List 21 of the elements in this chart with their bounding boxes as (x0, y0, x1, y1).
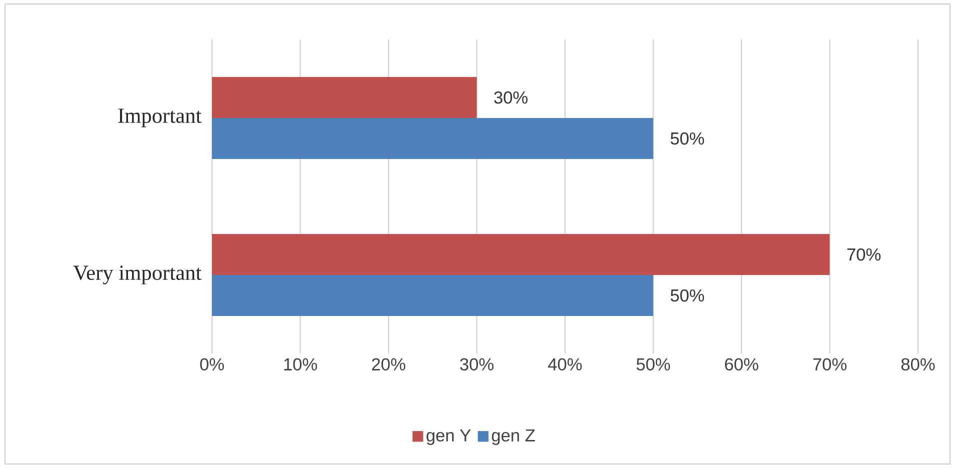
x-tick-label: 40% (548, 358, 582, 370)
data-label: 30% (494, 91, 528, 104)
bar (212, 77, 477, 118)
x-tick-label: 20% (372, 358, 406, 370)
x-tick-label: 70% (813, 358, 846, 370)
y-tick-label: Very important (73, 266, 202, 284)
x-tick-label: 80% (901, 358, 935, 370)
bar (212, 275, 654, 316)
y-tick-label: Important (118, 108, 202, 128)
legend-label: gen Y (426, 429, 471, 445)
legend-label: gen Z (492, 429, 535, 445)
data-label: 70% (847, 248, 881, 261)
x-tick-label: 50% (636, 358, 670, 370)
data-label: 50% (670, 132, 704, 145)
bar (212, 234, 830, 275)
x-tick-label: 30% (460, 358, 494, 370)
bar (212, 118, 654, 159)
x-tick-label: 60% (725, 358, 758, 370)
data-label: 50% (670, 289, 704, 302)
x-tick-label: 10% (284, 358, 317, 370)
x-tick-label: 0% (200, 358, 224, 370)
